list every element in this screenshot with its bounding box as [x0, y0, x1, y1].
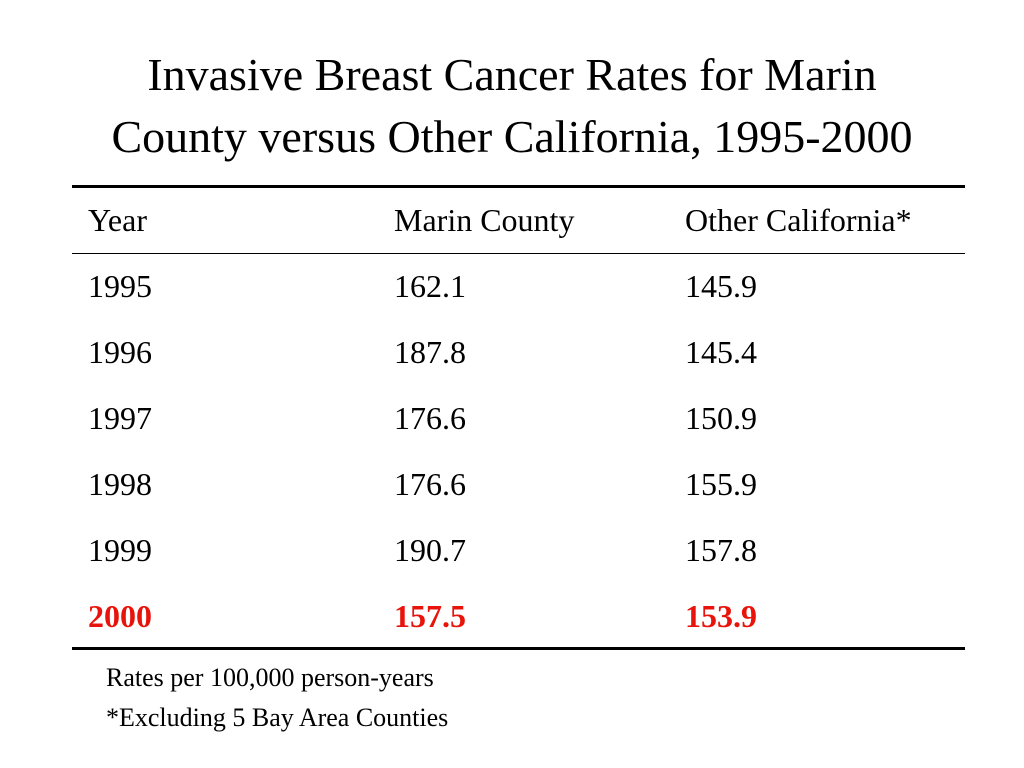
cell-other-california: 145.4 — [685, 333, 757, 370]
cell-year: 1999 — [88, 531, 152, 568]
cell-marin-county: 162.1 — [394, 267, 466, 304]
cell-year: 1995 — [88, 267, 152, 304]
cell-other-california: 155.9 — [685, 465, 757, 502]
column-header-marin-county: Marin County — [394, 202, 575, 238]
column-header-other-california: Other California* — [685, 202, 912, 238]
footnote-units: Rates per 100,000 person-years — [106, 663, 434, 692]
cell-other-california: 153.9 — [685, 597, 757, 634]
table-row: 1997 176.6 150.9 — [72, 385, 965, 451]
cell-year: 1996 — [88, 333, 152, 370]
cell-other-california: 157.8 — [685, 531, 757, 568]
footnote-exclusion: *Excluding 5 Bay Area Counties — [106, 703, 449, 732]
table-bottom-rule — [72, 647, 965, 650]
cell-marin-county: 157.5 — [394, 597, 466, 634]
cell-marin-county: 176.6 — [394, 465, 466, 502]
table-row: 1996 187.8 145.4 — [72, 319, 965, 385]
rates-table: Year Marin County Other California* 1995… — [72, 188, 965, 649]
title-line-1: Invasive Breast Cancer Rates for Marin — [147, 49, 877, 100]
cell-marin-county: 176.6 — [394, 399, 466, 436]
title-line-2: County versus Other California, 1995-200… — [111, 111, 913, 162]
cell-year: 1997 — [88, 399, 152, 436]
table-header-rule — [72, 253, 965, 254]
table-row: 1999 190.7 157.8 — [72, 517, 965, 583]
cell-marin-county: 190.7 — [394, 531, 466, 568]
cell-marin-county: 187.8 — [394, 333, 466, 370]
table-row: 1998 176.6 155.9 — [72, 451, 965, 517]
table-top-rule — [72, 185, 965, 188]
cell-other-california: 150.9 — [685, 399, 757, 436]
column-header-year: Year — [88, 202, 147, 238]
cell-year: 2000 — [88, 597, 152, 634]
page-title: Invasive Breast Cancer Rates for Marin C… — [0, 44, 1024, 168]
table-row: 1995 162.1 145.9 — [72, 253, 965, 319]
table-row-highlighted: 2000 157.5 153.9 — [72, 583, 965, 649]
footnotes: Rates per 100,000 person-years *Excludin… — [106, 658, 448, 738]
table-header-row: Year Marin County Other California* — [72, 188, 965, 253]
cell-other-california: 145.9 — [685, 267, 757, 304]
cell-year: 1998 — [88, 465, 152, 502]
